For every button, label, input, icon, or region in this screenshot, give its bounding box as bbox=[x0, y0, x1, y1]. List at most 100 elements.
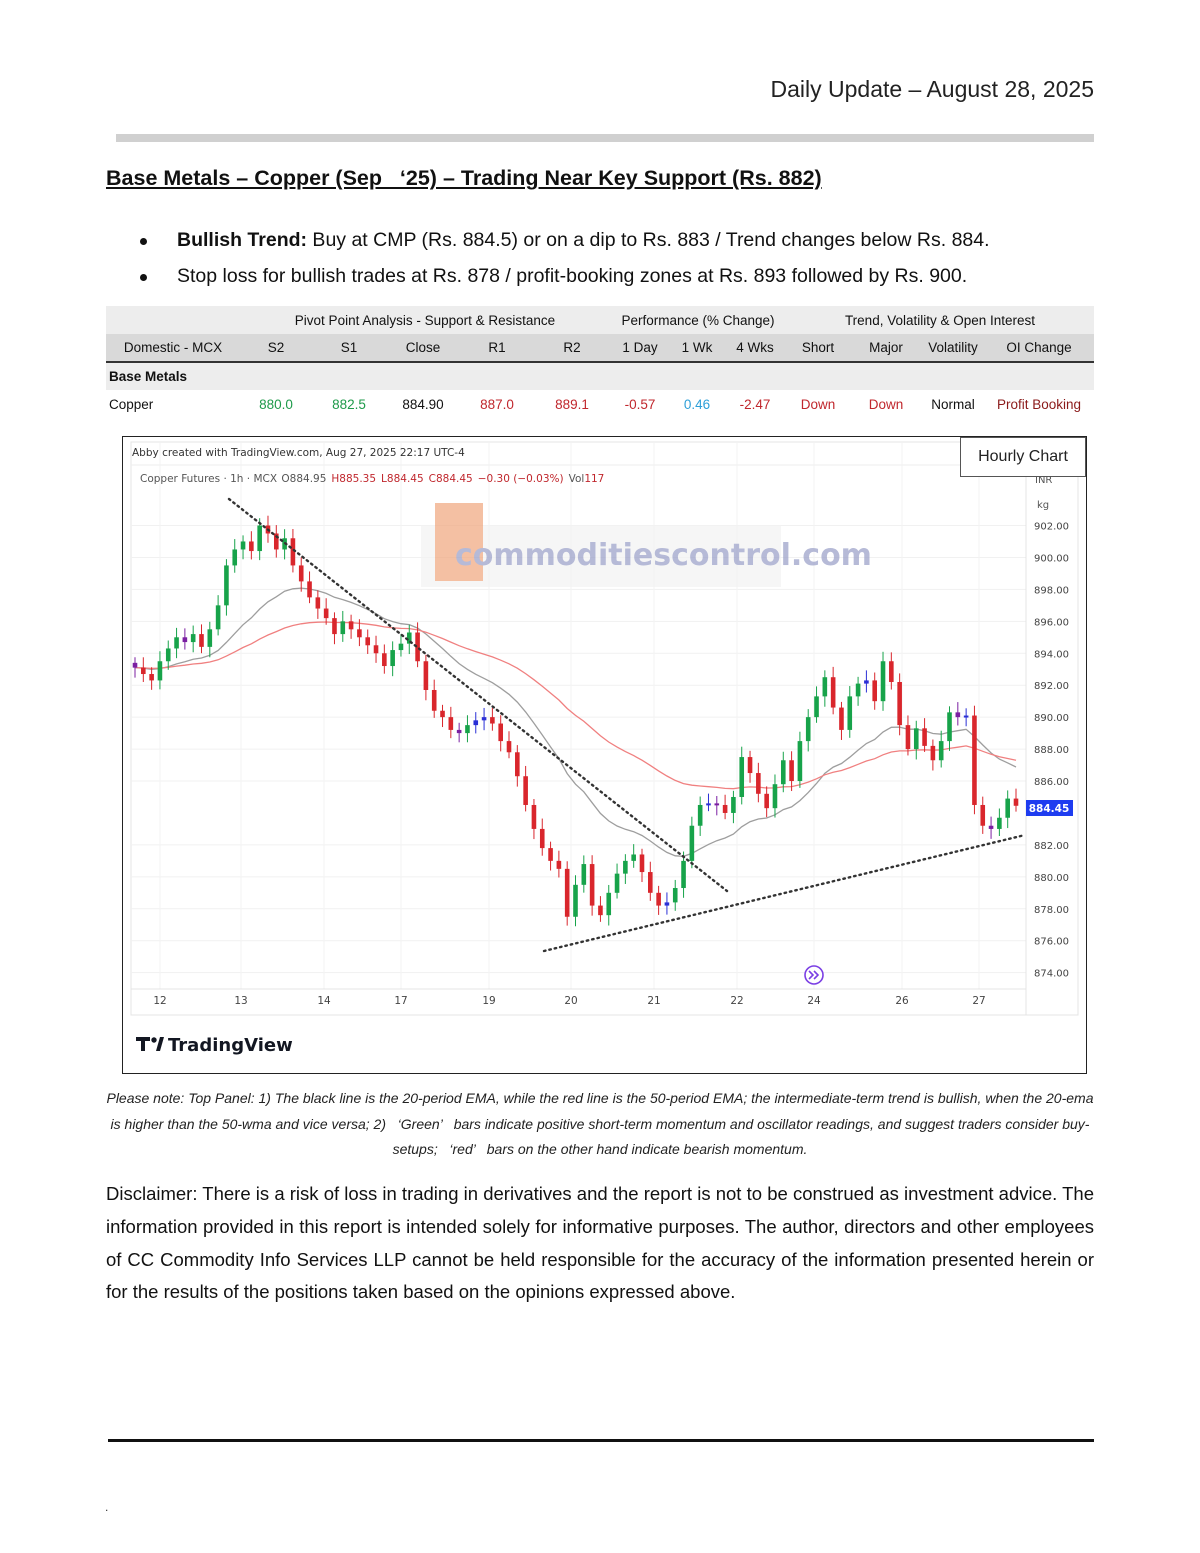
legend-high: H885.35 bbox=[331, 473, 376, 485]
candle-body bbox=[913, 728, 919, 750]
legend-close: C884.45 bbox=[429, 473, 473, 485]
candle-body bbox=[415, 632, 420, 662]
candle bbox=[706, 793, 711, 812]
price-tick-label: 890.00 bbox=[1034, 713, 1069, 724]
candle-body bbox=[880, 661, 886, 702]
candle bbox=[581, 855, 587, 893]
table-cell: 887.0 bbox=[480, 396, 514, 412]
candle-body bbox=[797, 741, 803, 782]
candle bbox=[963, 708, 969, 727]
tv-logo-mark bbox=[136, 1037, 150, 1051]
candle bbox=[697, 796, 703, 836]
candle-body bbox=[564, 868, 570, 917]
candle bbox=[623, 854, 628, 884]
table-cell: Down bbox=[868, 396, 904, 412]
candle-body bbox=[531, 804, 537, 829]
candle-body bbox=[273, 533, 279, 550]
candle bbox=[215, 595, 221, 636]
group-header-trend: Trend, Volatility & Open Interest bbox=[786, 306, 1094, 334]
table-row: Copper 880.0 882.5 884.90 887.0 889.1 -0… bbox=[106, 390, 1094, 418]
candle bbox=[157, 651, 163, 690]
table-cell: 882.5 bbox=[332, 396, 366, 412]
candle bbox=[980, 796, 986, 834]
candle bbox=[207, 621, 213, 658]
candle bbox=[456, 722, 462, 743]
candle bbox=[930, 739, 936, 771]
hourly-chart: commoditiescontrol.com Abby created with… bbox=[130, 441, 1079, 1056]
candle-body bbox=[864, 680, 869, 684]
candle bbox=[440, 704, 445, 728]
resistance-trendline bbox=[227, 497, 729, 893]
candle-body bbox=[365, 637, 371, 646]
table-cell: 889.1 bbox=[555, 396, 589, 412]
candle bbox=[880, 651, 886, 711]
candle bbox=[190, 625, 196, 653]
group-header-pivot: Pivot Point Analysis - Support & Resista… bbox=[240, 306, 610, 334]
candle-body bbox=[149, 674, 154, 681]
candle-body bbox=[390, 650, 395, 667]
candle-body bbox=[165, 648, 171, 662]
candle bbox=[431, 679, 437, 718]
candle-body bbox=[190, 634, 196, 643]
bullet-text: Buy at CMP (Rs. 884.5) or on a dip to Rs… bbox=[307, 229, 990, 251]
candle bbox=[639, 848, 645, 883]
candle bbox=[224, 559, 229, 616]
tradingview-brand: TradingView bbox=[168, 1035, 293, 1056]
watermark-text: commoditiescontrol.com bbox=[455, 538, 872, 573]
candle-body bbox=[556, 860, 562, 869]
candle-layer bbox=[132, 515, 1019, 927]
section-title: Base Metals – Copper (Sep ‘25) – Trading… bbox=[106, 166, 822, 190]
candle bbox=[922, 718, 927, 752]
column-header: Major bbox=[850, 334, 922, 363]
column-header: R2 bbox=[534, 334, 610, 363]
tv-logo-dot bbox=[151, 1037, 157, 1043]
candle bbox=[481, 707, 487, 731]
candle-body bbox=[789, 760, 794, 782]
legend-change: −0.30 (−0.03%) bbox=[478, 473, 564, 485]
table-category-row: Base Metals bbox=[106, 362, 1094, 390]
candle-body bbox=[440, 710, 445, 718]
candle-body bbox=[307, 581, 312, 598]
candle-body bbox=[589, 864, 595, 906]
candle-body bbox=[232, 549, 238, 566]
bullet-text: Stop loss for bullish trades at Rs. 878 … bbox=[177, 265, 968, 287]
recommendation-list: Bullish Trend: Buy at CMP (Rs. 884.5) or… bbox=[140, 222, 990, 294]
table-header-row: Domestic - MCX S2 S1 Close R1 R2 1 Day 1… bbox=[106, 334, 1094, 363]
candle-body bbox=[772, 784, 778, 809]
replay-icon[interactable] bbox=[804, 965, 824, 985]
candle-body bbox=[141, 667, 146, 675]
candle-body bbox=[224, 565, 229, 606]
column-header: S1 bbox=[312, 334, 386, 363]
candle-body bbox=[672, 888, 678, 903]
price-tick-label: 896.00 bbox=[1034, 617, 1069, 628]
candle bbox=[772, 774, 778, 818]
watermark-badge bbox=[435, 503, 483, 581]
time-tick-label: 24 bbox=[807, 995, 821, 1007]
last-price-box bbox=[1026, 800, 1073, 816]
header-divider bbox=[116, 134, 1094, 142]
column-header: Short bbox=[786, 334, 850, 363]
candle bbox=[273, 525, 279, 558]
candle-body bbox=[639, 854, 645, 873]
candle bbox=[997, 808, 1002, 836]
candle-body bbox=[323, 608, 329, 619]
table-cell: 0.46 bbox=[683, 396, 711, 412]
candle bbox=[315, 590, 321, 619]
candle bbox=[398, 634, 404, 657]
candle-body bbox=[1013, 798, 1019, 806]
price-tick-label: 876.00 bbox=[1034, 937, 1069, 948]
chart-tag: Hourly Chart bbox=[960, 437, 1086, 477]
candle bbox=[174, 627, 179, 659]
candle-body bbox=[357, 629, 362, 638]
table-cell: -2.47 bbox=[739, 396, 771, 412]
candle bbox=[955, 702, 961, 726]
candle-body bbox=[922, 728, 927, 746]
candle-body bbox=[315, 597, 321, 609]
candle bbox=[855, 676, 861, 706]
candle-body bbox=[889, 661, 894, 683]
table-cell: 884.90 bbox=[402, 396, 444, 412]
candle-body bbox=[481, 717, 487, 721]
candle bbox=[789, 751, 794, 792]
candle bbox=[839, 701, 844, 740]
candle bbox=[797, 731, 803, 788]
